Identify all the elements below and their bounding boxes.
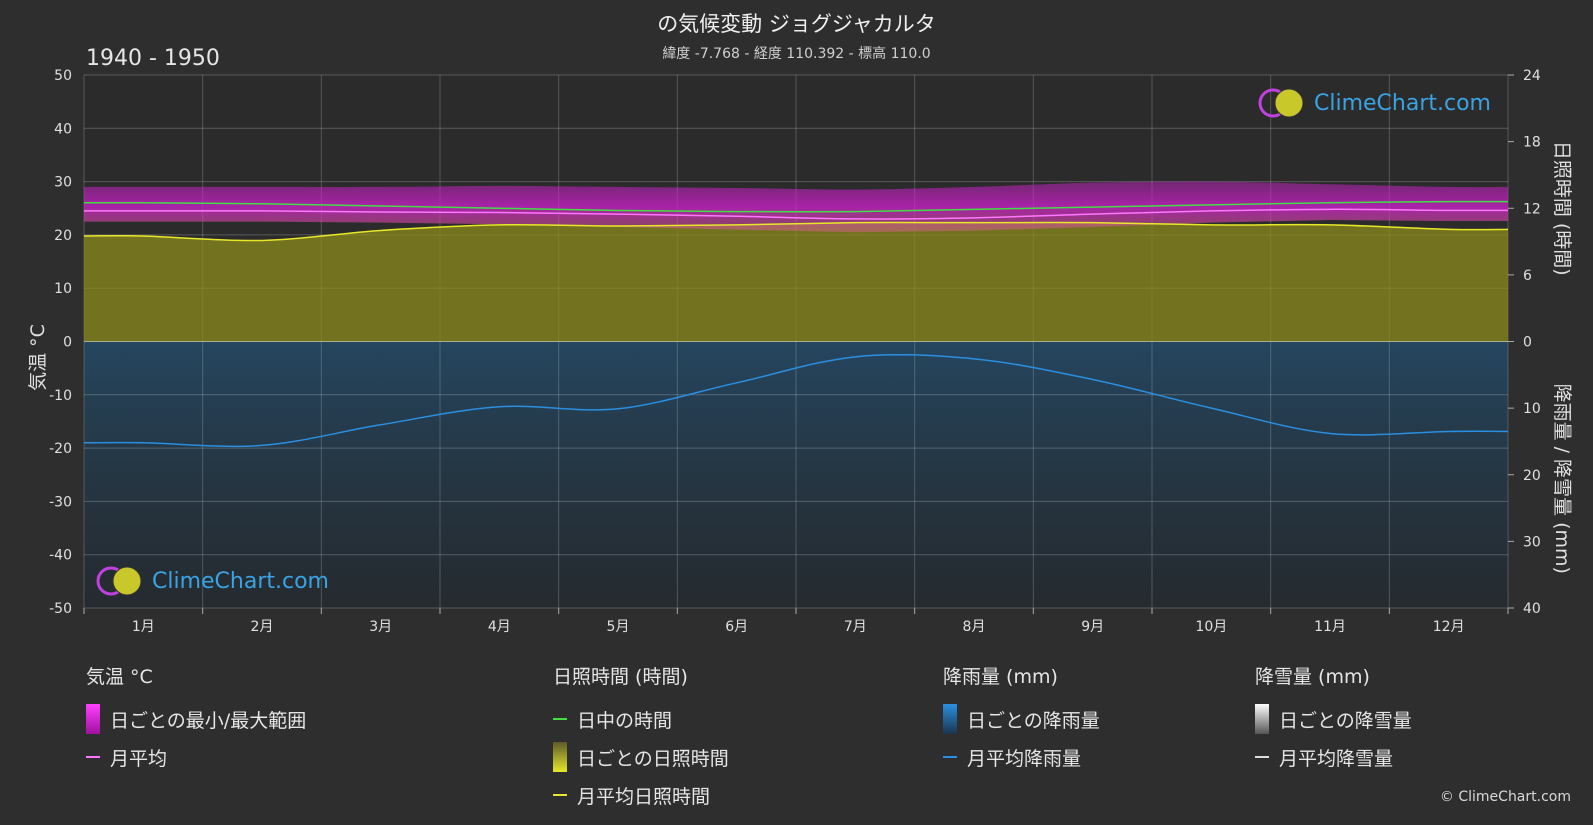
right-top-tick-label: 0 (1523, 335, 1532, 351)
legend-sunshine-mean: 月平均日照時間 (553, 776, 729, 814)
month-label: 1月 (132, 619, 155, 635)
sunshine-mean-line (83, 221, 1509, 242)
rain-mean-line (83, 353, 1509, 448)
month-label: 9月 (1081, 619, 1104, 635)
series-layer (83, 181, 1509, 448)
legend-daily-rain-label: 日ごとの降雨量 (967, 709, 1100, 732)
right-bottom-axis-title: 降雨量 / 降雪量 (mm) (1551, 384, 1573, 574)
month-label: 2月 (251, 619, 274, 635)
legend-snow-mean-label: 月平均降雪量 (1279, 747, 1394, 770)
rain-fill-area (84, 341, 1508, 608)
legend-temp-title: 気温 °C (86, 666, 153, 688)
legend-snow-mean: 月平均降雪量 (1255, 738, 1412, 776)
legend-temp-mean-label: 月平均 (110, 747, 168, 770)
temp-mean-line (83, 208, 1509, 220)
left-tick-label: 50 (54, 68, 72, 84)
right-bottom-tick-label: 40 (1523, 601, 1541, 617)
legend-daily-snow: 日ごとの降雪量 (1255, 700, 1412, 738)
watermark-top: ClimeChart.com (1258, 86, 1491, 120)
swatch-rain-mean (943, 756, 957, 758)
watermark-bottom: ClimeChart.com (96, 564, 329, 598)
swatch-daylight (553, 718, 567, 720)
legend-snow: 降雪量 (mm) 日ごとの降雪量 月平均降雪量 (1255, 662, 1412, 776)
right-bottom-tick-label: 30 (1523, 534, 1541, 550)
swatch-temp-range (86, 704, 100, 734)
right-top-tick-label: 12 (1523, 201, 1541, 217)
month-label: 6月 (725, 619, 748, 635)
legend-sunshine-mean-label: 月平均日照時間 (577, 785, 711, 808)
month-label: 10月 (1195, 619, 1227, 635)
right-top-axis-title: 日照時間 (時間) (1551, 141, 1573, 276)
swatch-temp-mean (86, 756, 100, 758)
legend-daily-sunshine-label: 日ごとの日照時間 (577, 747, 729, 770)
legend-temp-range: 日ごとの最小/最大範囲 (86, 700, 306, 738)
left-tick-label: 40 (54, 121, 72, 137)
legend-daily-snow-label: 日ごとの降雪量 (1279, 709, 1412, 732)
axes-layer: 50 40 30 20 10 0 -10 -20 -30 -40 -50 24 18 12 6 0 10 20 30… (27, 68, 1573, 635)
month-label: 3月 (369, 619, 392, 635)
right-bottom-tick-label: 10 (1523, 401, 1541, 417)
right-bottom-tick-label: 20 (1523, 468, 1541, 484)
right-top-tick-label: 24 (1523, 68, 1541, 84)
copyright: © ClimeChart.com (1439, 789, 1571, 805)
month-label: 8月 (963, 619, 986, 635)
swatch-daily-rain (943, 704, 957, 734)
left-tick-label: 0 (63, 335, 72, 351)
legend-sun-title: 日照時間 (時間) (553, 666, 688, 688)
month-label: 11月 (1314, 619, 1346, 635)
left-tick-label: 20 (54, 228, 72, 244)
chart-subtitle: 緯度 -7.768 - 経度 110.392 - 標高 110.0 (662, 46, 931, 62)
left-tick-label: -40 (49, 548, 72, 564)
month-label: 4月 (488, 619, 511, 635)
watermark-text: ClimeChart.com (1314, 90, 1491, 116)
swatch-daily-snow (1255, 704, 1269, 734)
left-tick-label: -20 (49, 441, 72, 457)
legend-temp-mean: 月平均 (86, 738, 306, 776)
month-label: 5月 (607, 619, 630, 635)
month-label: 7月 (844, 619, 867, 635)
right-top-tick-label: 18 (1523, 135, 1541, 151)
right-top-tick-label: 6 (1523, 268, 1532, 284)
swatch-sunshine-mean (553, 794, 567, 796)
legend-daily-rain: 日ごとの降雨量 (943, 700, 1100, 738)
climechart-logo-icon (96, 566, 142, 596)
legend-daily-sunshine: 日ごとの日照時間 (553, 738, 729, 776)
left-tick-label: 30 (54, 175, 72, 191)
swatch-snow-mean (1255, 756, 1269, 758)
month-label: 12月 (1433, 619, 1465, 635)
watermark-text: ClimeChart.com (152, 568, 329, 594)
left-axis-title: 気温 °C (27, 324, 49, 391)
swatch-daily-sunshine (553, 742, 567, 772)
temp-range-band (84, 181, 1508, 233)
left-tick-label: 10 (54, 281, 72, 297)
left-tick-label: -50 (49, 601, 72, 617)
legend-rain-mean: 月平均降雨量 (943, 738, 1100, 776)
daylight-line (83, 200, 1509, 213)
legend-sunshine: 日照時間 (時間) 日中の時間 日ごとの日照時間 月平均日照時間 (553, 662, 729, 814)
left-tick-label: -10 (49, 388, 72, 404)
period-label: 1940 - 1950 (86, 46, 220, 71)
legend-temperature: 気温 °C 日ごとの最小/最大範囲 月平均 (86, 662, 306, 776)
climechart-logo-icon (1258, 88, 1304, 118)
legend-temp-range-label: 日ごとの最小/最大範囲 (110, 709, 307, 732)
legend-daylight-label: 日中の時間 (577, 709, 673, 732)
chart-title: の気候変動 ジョグジャカルタ (657, 12, 936, 36)
left-tick-label: -30 (49, 494, 72, 510)
legend-rain: 降雨量 (mm) 日ごとの降雨量 月平均降雨量 (943, 662, 1100, 776)
sunshine-fill-area (84, 222, 1508, 342)
legend-rain-mean-label: 月平均降雨量 (967, 747, 1082, 770)
legend-daylight: 日中の時間 (553, 700, 729, 738)
legend-snow-title: 降雪量 (mm) (1255, 666, 1370, 688)
legend-rain-title: 降雨量 (mm) (943, 666, 1058, 688)
